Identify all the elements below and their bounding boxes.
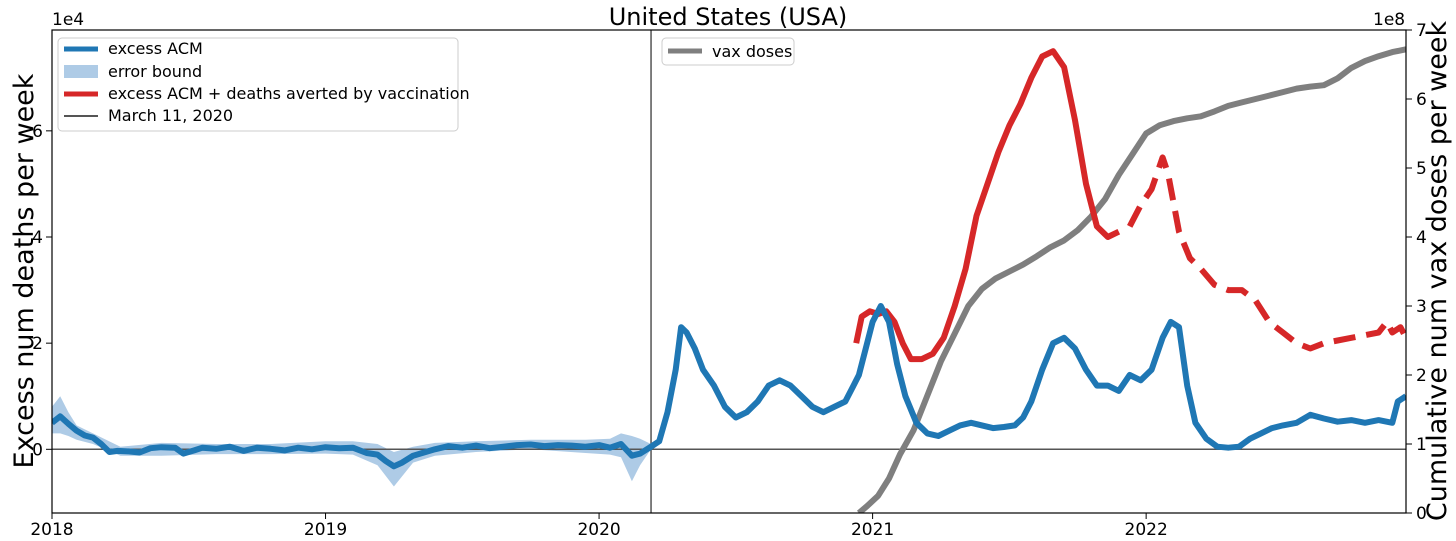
series-excess-acm <box>52 303 1406 470</box>
left-axis-offset: 1e4 <box>52 10 84 30</box>
legend-label-averted: excess ACM + deaths averted by vaccinati… <box>108 84 470 103</box>
y-right-tick-label: 1 <box>1416 435 1427 455</box>
chart-title: United States (USA) <box>609 3 848 31</box>
series-averted <box>853 48 1121 363</box>
right-axis-offset: 1e8 <box>1373 10 1405 30</box>
axis-ticks: 2018 2019 2020 2021 2022 0 2 4 6 0 1 2 3 4 5 6 7 <box>30 21 1426 540</box>
series-averted-dashed <box>1127 154 1406 352</box>
y-right-tick-label: 6 <box>1416 90 1427 110</box>
y-axis-title-left: Excess num deaths per week <box>9 73 40 468</box>
y-right-tick-label: 3 <box>1416 297 1427 317</box>
legend-right-box <box>661 37 795 66</box>
error-bound-band <box>52 396 651 487</box>
y-axis-title-right: Cumulative num vax doses per week <box>1422 21 1453 522</box>
x-tick-label: 2019 <box>304 520 347 540</box>
x-tick-label: 2022 <box>1125 520 1168 540</box>
y-right-tick-label: 5 <box>1416 159 1427 179</box>
legend-swatch-error-bound <box>64 65 98 78</box>
y-right-tick-label: 4 <box>1416 228 1427 248</box>
y-left-tick-label: 6 <box>32 122 43 142</box>
x-tick-label: 2020 <box>577 520 620 540</box>
y-right-tick-label: 7 <box>1416 21 1427 41</box>
y-right-tick-label: 0 <box>1416 504 1427 524</box>
legend-left: excess ACM error bound excess ACM + deat… <box>57 37 470 132</box>
legend-right: vax doses <box>661 37 795 66</box>
legend-left-box <box>57 37 459 132</box>
x-tick-label: 2018 <box>30 520 73 540</box>
y-left-tick-label: 0 <box>32 440 43 460</box>
plot-content <box>52 30 1406 513</box>
legend-label-march-2020: March 11, 2020 <box>108 106 233 125</box>
legend-label-vax-doses: vax doses <box>712 42 792 61</box>
plot-area <box>52 30 1406 513</box>
y-left-tick-label: 4 <box>32 228 43 248</box>
x-tick-label: 2021 <box>851 520 894 540</box>
series-vax-doses <box>856 46 1406 513</box>
plot-frame <box>51 29 1407 514</box>
y-left-tick-label: 2 <box>32 334 43 354</box>
y-right-tick-label: 2 <box>1416 366 1427 386</box>
legend-label-excess-acm: excess ACM <box>108 39 203 58</box>
legend-label-error-bound: error bound <box>108 62 202 81</box>
